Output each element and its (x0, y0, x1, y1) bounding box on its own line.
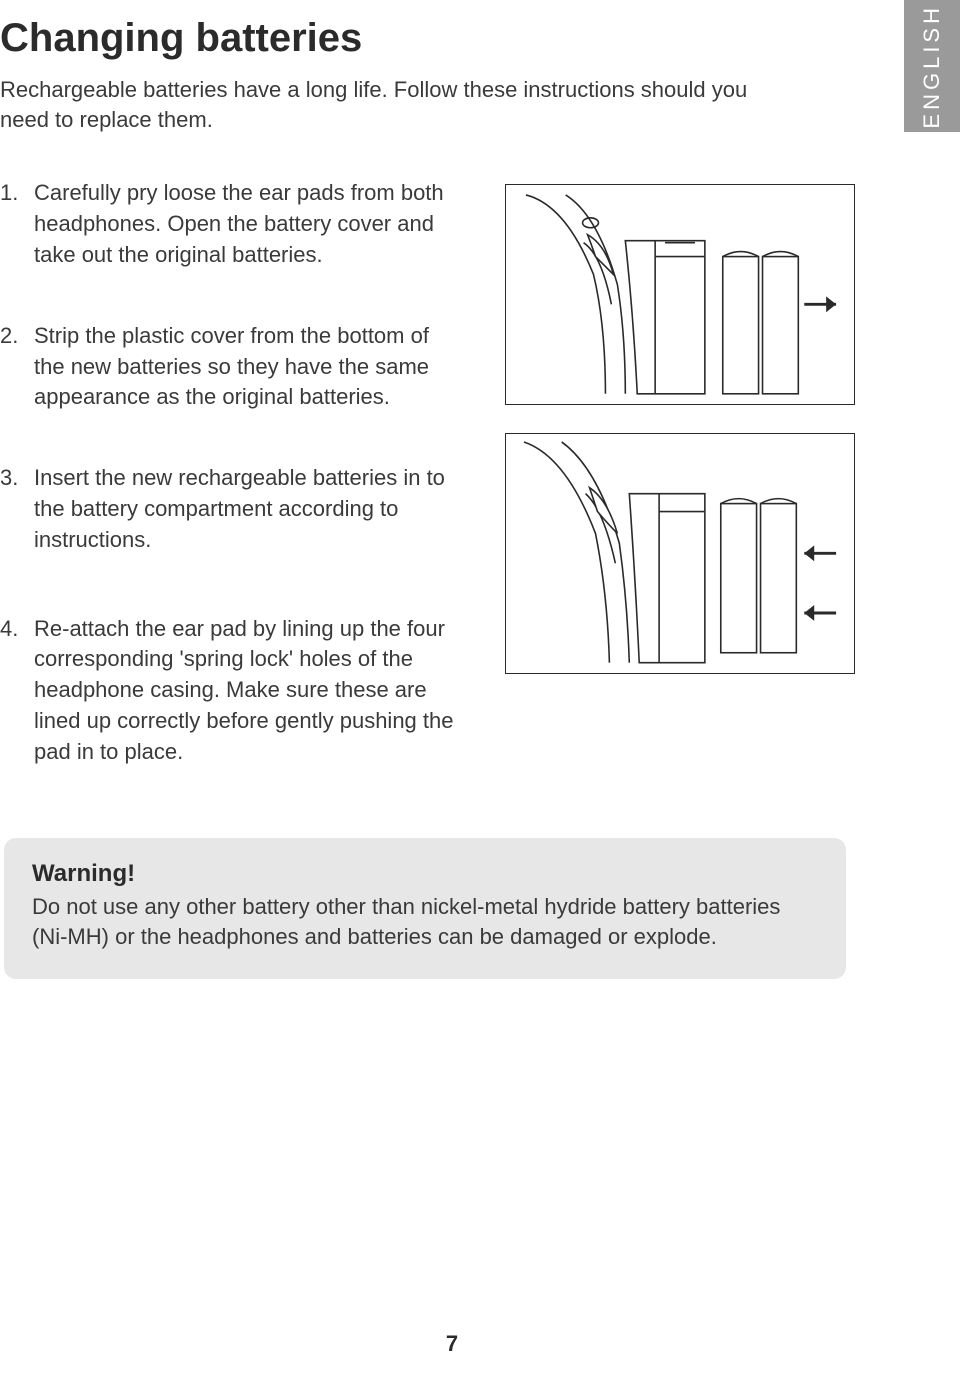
steps-column: Carefully pry loose the ear pads from bo… (0, 178, 465, 767)
step-item: Carefully pry loose the ear pads from bo… (0, 178, 465, 270)
diagram-remove-battery (505, 184, 855, 405)
step-item: Insert the new rechargeable batteries in… (0, 463, 465, 555)
intro-text: Rechargeable batteries have a long life.… (0, 75, 790, 134)
language-tab: ENGLISH (904, 0, 960, 132)
page-title: Changing batteries (0, 16, 904, 61)
warning-title: Warning! (32, 860, 818, 888)
diagrams-column (505, 178, 855, 767)
step-item: Strip the plastic cover from the bottom … (0, 321, 465, 413)
battery-in-icon (506, 434, 854, 673)
diagram-insert-battery (505, 433, 855, 674)
page-number: 7 (0, 1331, 904, 1357)
content-row: Carefully pry loose the ear pads from bo… (0, 178, 904, 767)
warning-text: Do not use any other battery other than … (32, 892, 818, 954)
steps-list: Carefully pry loose the ear pads from bo… (0, 178, 465, 767)
language-tab-label: ENGLISH (919, 4, 945, 129)
step-item: Re-attach the ear pad by lining up the f… (0, 614, 465, 768)
warning-box: Warning! Do not use any other battery ot… (4, 838, 846, 980)
battery-out-icon (506, 185, 854, 404)
